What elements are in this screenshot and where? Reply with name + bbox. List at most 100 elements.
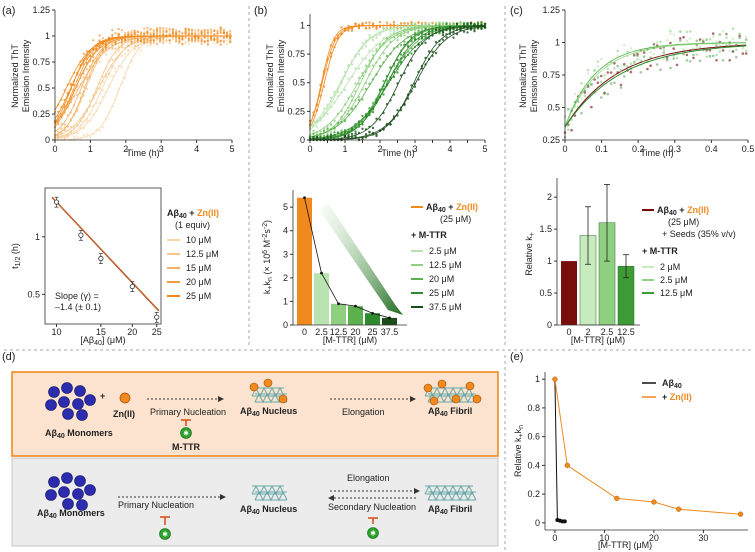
zn-ion: [249, 382, 259, 392]
data-point: [682, 35, 685, 39]
legend-b: Aβ40 + Zn(II) (25 μM) + M-TTR 2.5 μM 12.5…: [411, 202, 478, 312]
zn-ion: [451, 394, 461, 404]
data-point: [136, 34, 139, 37]
data-point: [434, 22, 438, 25]
legend-c-item: 2 μM: [660, 262, 680, 272]
y-tick-label: 0.75: [32, 57, 50, 67]
data-point: [190, 37, 194, 40]
data-point: [98, 87, 101, 90]
y-tick-label: 0.2: [527, 489, 540, 499]
data-point: [101, 42, 104, 45]
data-point: [357, 67, 361, 70]
legend-a-item: 20 μM: [186, 277, 211, 287]
data-point: [636, 54, 639, 57]
data-point: [462, 22, 466, 25]
data-point: [130, 46, 133, 49]
x-axis-label: Time (h): [640, 148, 673, 158]
x-tick-label: 2: [585, 327, 590, 337]
data-point: [98, 60, 101, 63]
data-point: [580, 111, 583, 115]
data-point: [441, 33, 445, 37]
data-point: [133, 44, 136, 47]
data-point: [368, 33, 371, 37]
data-point: [322, 129, 326, 132]
data-point: [695, 39, 699, 43]
data-point: [200, 30, 203, 33]
data-point: [152, 32, 155, 35]
data-point: [69, 97, 72, 101]
data-point: [403, 40, 406, 43]
data-point: [438, 22, 441, 25]
x-tick-label: 2.5: [601, 327, 614, 337]
data-point: [573, 100, 577, 104]
x-tick-label: 1: [88, 144, 93, 154]
legend-c-title: Aβ40 + Zn(II): [657, 205, 709, 217]
x-tick-label: 2: [377, 144, 382, 154]
data-point: [127, 34, 130, 37]
data-point: [483, 22, 487, 26]
x-tick-label: 0: [302, 327, 307, 337]
data-point: [340, 82, 343, 85]
data-point: [669, 29, 672, 33]
data-point: [162, 41, 165, 44]
y-tick-label: 1: [35, 232, 40, 242]
x-tick-label: 12.5: [330, 327, 348, 337]
data-point: [629, 70, 633, 74]
data-point: [187, 33, 190, 36]
mttr-molecule: [180, 427, 192, 439]
legend-b-item: 2.5 μM: [429, 246, 457, 256]
data-point: [473, 30, 476, 33]
data-point: [389, 32, 392, 35]
data-point: [438, 32, 441, 35]
y-tick-label: 1.25: [542, 5, 560, 15]
data-point: [382, 93, 385, 96]
data-point: [731, 50, 735, 53]
data-point: [124, 77, 127, 80]
y-tick-label: 2: [547, 192, 552, 202]
data-point: [98, 255, 104, 262]
data-point: [85, 68, 88, 71]
data-point: [104, 75, 108, 78]
data-point: [646, 48, 649, 51]
data-point: [728, 49, 731, 53]
data-point: [632, 52, 636, 56]
data-point: [649, 51, 652, 54]
data-point: [357, 23, 361, 26]
data-point: [60, 122, 63, 125]
data-point: [616, 49, 619, 53]
data-point: [725, 44, 728, 47]
data-point: [427, 33, 431, 36]
data-point: [111, 33, 114, 36]
data-point: [361, 41, 364, 44]
data-point: [329, 96, 333, 99]
data-point: [315, 121, 319, 124]
data-point: [382, 79, 385, 83]
legend-a-title: Aβ40 + Zn(II): [167, 208, 219, 220]
data-point: [133, 31, 136, 34]
data-point: [340, 26, 343, 29]
data-point: [92, 47, 95, 51]
data-point: [111, 65, 114, 68]
chart-c-top: 0 0.1 0.2 0.3 0.4 0.5 0.25 0.5 0.75 1 1.25 Time (h…: [518, 5, 754, 158]
data-point: [385, 37, 389, 41]
legend-c-item: 12.5 μM: [660, 288, 693, 298]
legend-a-item: 15 μM: [186, 263, 211, 273]
data-point: [146, 38, 149, 41]
data-point: [424, 27, 427, 30]
data-point: [225, 39, 229, 42]
data-point: [322, 107, 326, 110]
data-point: [181, 38, 184, 41]
data-point: [672, 47, 675, 50]
chart-b-top: 0 1 2 3 4 5 0 0.25 0.5 0.75 1 Time (h) Normalized …: [265, 14, 488, 158]
data-point: [133, 46, 136, 49]
data-point: [149, 36, 152, 40]
data-point: [117, 34, 120, 37]
bar-marker: [354, 304, 357, 308]
data-point: [69, 82, 72, 85]
data-point: [672, 33, 675, 36]
data-point: [590, 105, 593, 109]
data-point: [364, 21, 368, 24]
x-tick-label: 30: [698, 533, 708, 543]
data-point: [586, 68, 590, 72]
data-point: [441, 38, 445, 41]
